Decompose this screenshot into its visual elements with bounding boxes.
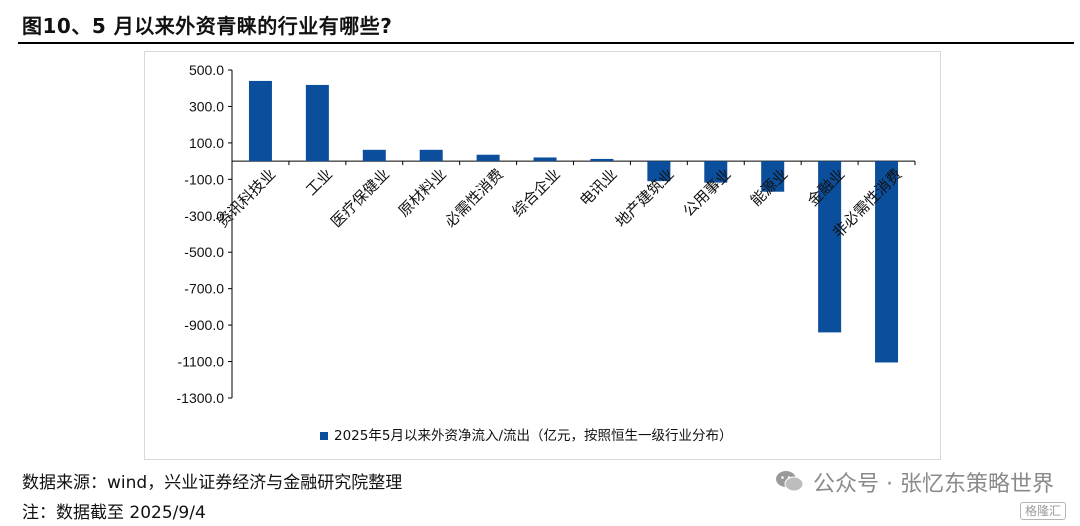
bar	[305, 84, 329, 162]
source-note: 数据来源：wind，兴业证券经济与金融研究院整理	[22, 473, 403, 493]
y-tick-label: -1100.0	[178, 354, 225, 370]
bar	[590, 158, 614, 162]
bar	[875, 161, 899, 363]
bar	[761, 161, 785, 192]
x-category-label: 工业	[302, 165, 336, 199]
wechat-brand: 公众号 · 张忆东策略世界	[775, 466, 1054, 498]
y-tick-label: 100.0	[189, 135, 224, 151]
y-tick-label: -900.0	[184, 317, 224, 333]
y-tick-label: -700.0	[184, 281, 224, 297]
legend-swatch	[320, 432, 328, 440]
y-tick-label: 500.0	[189, 62, 224, 78]
date-note: 注：数据截至 2025/9/4	[22, 503, 206, 523]
y-tick-label: -1300.0	[177, 390, 225, 406]
x-category-label: 电讯业	[576, 165, 621, 210]
bar	[533, 157, 557, 162]
x-category-label: 医疗保健业	[327, 165, 393, 231]
y-tick-label: -100.0	[184, 171, 224, 187]
x-category-label: 必需性消费	[441, 165, 507, 231]
brand-text: 公众号 · 张忆东策略世界	[813, 472, 1054, 497]
wechat-icon	[775, 469, 805, 495]
bar	[476, 154, 500, 162]
y-tick-label: 300.0	[189, 98, 224, 114]
bar	[647, 161, 671, 182]
corner-logo: 格隆汇	[1019, 502, 1066, 520]
y-tick-label: -500.0	[184, 244, 224, 260]
x-category-label: 综合企业	[509, 165, 564, 220]
y-tick-label: -300.0	[184, 208, 224, 224]
legend-label: 2025年5月以来外资净流入/流出（亿元，按照恒生一级行业分布）	[334, 428, 733, 444]
bar	[248, 80, 272, 162]
x-category-label: 原材料业	[395, 165, 450, 220]
bar	[704, 161, 728, 183]
x-category-label: 地产建筑业	[612, 165, 678, 231]
title-rule	[18, 42, 1074, 44]
chart-frame	[144, 51, 941, 460]
bar	[818, 161, 842, 333]
figure-title: 图10、5 月以来外资青睐的行业有哪些?	[22, 14, 393, 38]
bar	[362, 149, 386, 162]
bar	[419, 149, 443, 162]
